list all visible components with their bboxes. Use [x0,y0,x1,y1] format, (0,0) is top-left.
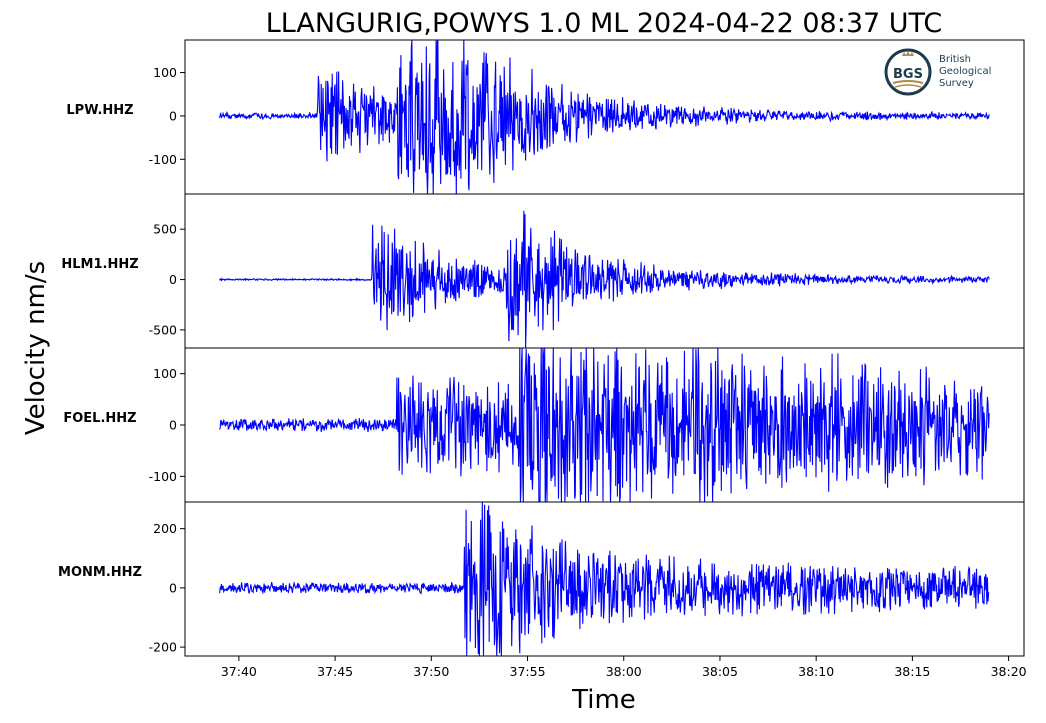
chart-title: LLANGURIG,POWYS 1.0 ML 2024-04-22 08:37 … [266,8,943,39]
waveform-HLM1.HHZ [219,210,990,348]
x-tick-label: 38:20 [991,664,1027,679]
x-tick-label: 38:15 [894,664,930,679]
y-tick-label: 0 [169,272,177,287]
x-tick-label: 37:45 [317,664,353,679]
y-tick-label: 0 [169,580,177,595]
y-tick-label: 500 [153,222,177,237]
logo-line-3: Survey [939,78,974,89]
y-tick-label: 0 [169,108,177,123]
panel-2: 100 0 -100 FOEL.HHZ [63,347,1025,503]
panels-group: 100 0 -100 LPW.HHZ 500 0 -500 HLM1.HHZ 100 0 -100 F… [58,39,1025,657]
x-tick-label: 37:40 [221,664,257,679]
y-tick-label: 0 [169,418,177,433]
panel-3: 200 0 -200 MONM.HHZ [58,501,1025,657]
station-label: FOEL.HHZ [63,411,136,426]
panel-1: 500 0 -500 HLM1.HHZ [61,193,1025,349]
y-tick-label: -100 [149,469,177,484]
waveform-FOEL.HHZ [219,348,990,502]
y-tick-label: 100 [153,366,177,381]
x-tick-label: 38:05 [702,664,738,679]
waveform-MONM.HHZ [219,502,990,656]
x-tick-label: 38:00 [606,664,642,679]
y-tick-label: -500 [149,322,177,337]
bgs-logo: BGS British Geological Survey [884,48,991,96]
logo-wave-icon-2 [894,84,922,88]
panel-0: 100 0 -100 LPW.HHZ [66,39,1025,195]
station-label: LPW.HHZ [66,103,133,118]
panel-frame [184,501,1025,657]
logo-line-2: Geological [939,66,991,77]
y-axis-label: Velocity nm/s [21,261,51,435]
panel-frame [184,193,1025,349]
crown-icon [902,51,914,56]
station-label: HLM1.HHZ [61,257,138,272]
x-tick-label: 37:55 [510,664,546,679]
y-tick-label: -100 [149,152,177,167]
x-tick-label: 37:50 [413,664,449,679]
waveform-LPW.HHZ [219,40,990,194]
y-tick-label: 200 [153,521,177,536]
x-tick-label: 38:10 [798,664,834,679]
x-axis: 37:40 37:45 37:50 37:55 38:00 38:05 38:10 38:15… [221,656,1027,679]
y-tick-label: 100 [153,65,177,80]
x-axis-label: Time [571,685,636,715]
y-tick-label: -200 [149,640,177,655]
logo-initials: BGS [893,67,923,82]
logo-line-1: British [939,54,971,65]
logo-wave-icon [892,80,924,84]
station-label: MONM.HHZ [58,565,142,580]
